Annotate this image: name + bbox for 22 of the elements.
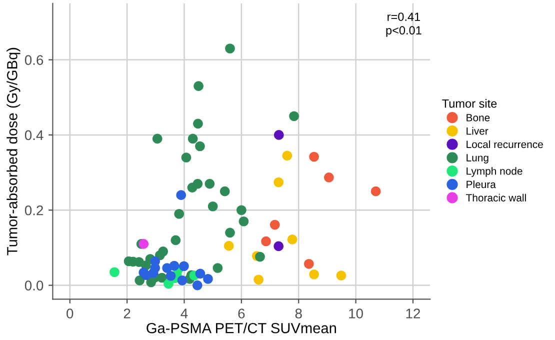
x-axis-title: Ga-PSMA PET/CT SUVmean [146, 322, 336, 334]
y-axis-title: Tumor-absorbed dose (Gy/GBq) [6, 48, 20, 256]
legend-label: Lung [466, 154, 488, 164]
x-tick-label: 6 [238, 308, 245, 318]
legend-label: Pleura [466, 180, 496, 188]
legend-label: Bone [466, 114, 490, 122]
x-tick-label: 4 [180, 308, 188, 318]
annotation: r=0.41 p<0.01 [386, 12, 422, 37]
legend-title: Tumor site [442, 99, 497, 108]
legend-label: Liver [466, 127, 488, 135]
legend-label: Lymph node [466, 167, 522, 177]
legend-label: Local recurrence [466, 140, 543, 148]
x-tick-label: 8 [295, 308, 302, 318]
x-tick-label: 12 [406, 308, 420, 318]
x-tick-label: 2 [124, 308, 130, 318]
legend-label: Thoracic wall [466, 194, 526, 202]
y-tick-label: 0.0 [24, 280, 44, 290]
x-tick-label: 10 [349, 308, 363, 318]
y-tick-label: 0.2 [24, 205, 43, 216]
y-tick-label: 0.4 [24, 130, 44, 140]
x-tick-label: 0 [66, 308, 74, 318]
y-tick-label: 0.6 [24, 55, 44, 65]
